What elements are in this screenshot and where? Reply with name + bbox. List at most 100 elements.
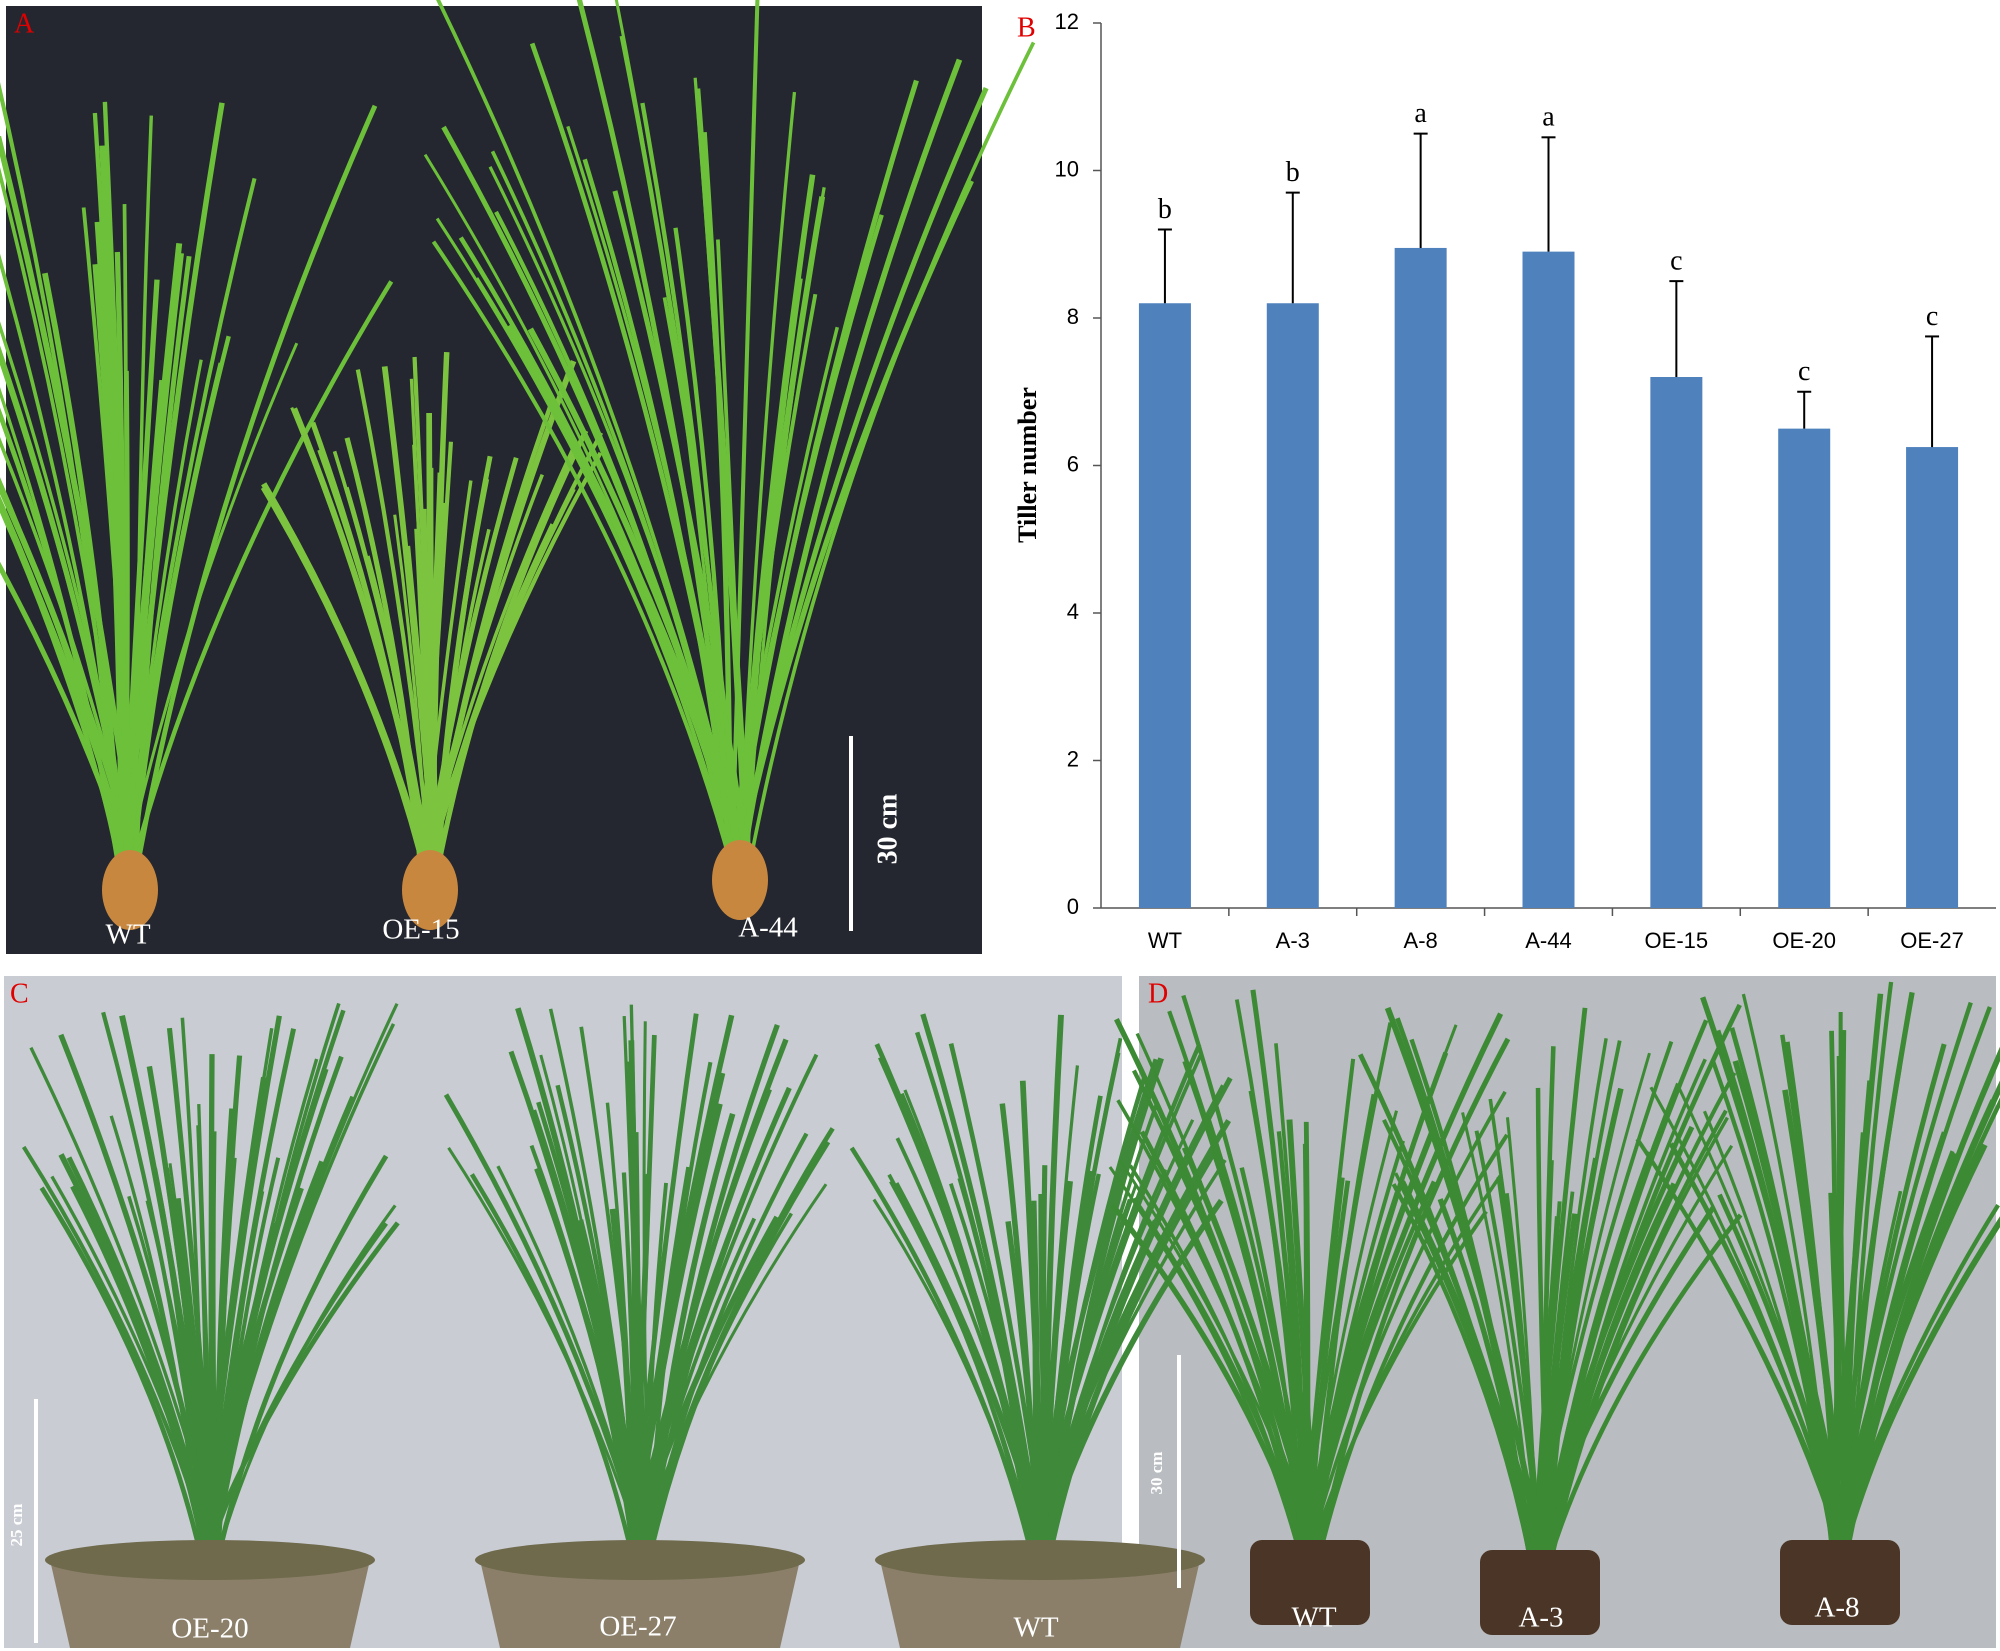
- leaf: [1276, 1131, 1305, 1561]
- leaf: [1839, 1046, 2000, 1561]
- significance-letter: b: [1286, 157, 1300, 188]
- leaf: [1306, 1210, 1488, 1561]
- leaf: [1531, 1007, 1588, 1571]
- scale-label: 30 cm: [872, 794, 903, 865]
- y-tick-label: 0: [1067, 894, 1079, 919]
- soil: [1780, 1540, 1900, 1625]
- plant-label: WT: [1291, 1602, 1336, 1634]
- leaf: [429, 431, 549, 881]
- bar: [1138, 303, 1191, 908]
- leaf: [1384, 1006, 1548, 1571]
- bar: [1394, 247, 1447, 908]
- leaf: [1668, 1142, 1849, 1561]
- leaf: [214, 1204, 397, 1561]
- significance-letter: a: [1542, 102, 1555, 133]
- leaf: [0, 82, 123, 881]
- bar: [1522, 251, 1575, 908]
- leaf: [1239, 1167, 1305, 1561]
- leaf: [123, 177, 257, 881]
- plant-label: WT: [105, 919, 150, 951]
- leaf: [1840, 1217, 2000, 1561]
- leaf: [579, 1026, 647, 1561]
- pot: [50, 1560, 370, 1648]
- plant-label: OE-20: [171, 1613, 248, 1645]
- leaf: [260, 485, 430, 881]
- plant-label: OE-27: [599, 1611, 676, 1643]
- roots: [712, 840, 768, 920]
- panel-letter: A: [14, 8, 35, 39]
- significance-letter: a: [1414, 98, 1427, 129]
- plant-label: OE-15: [382, 914, 459, 946]
- leaf: [121, 102, 225, 881]
- bar: [1906, 447, 1959, 908]
- leaf: [204, 1095, 354, 1561]
- pot: [480, 1560, 800, 1648]
- scale-label: 30 cm: [1147, 1452, 1166, 1495]
- panel-letter: C: [10, 978, 29, 1009]
- pot-rim: [875, 1540, 1205, 1580]
- leaf: [622, 1016, 645, 1561]
- leaf: [1316, 1133, 1509, 1561]
- leaf: [0, 407, 123, 881]
- leaf: [0, 503, 127, 881]
- leaf: [746, 41, 1036, 871]
- x-tick-label: A-3: [1276, 928, 1310, 953]
- significance-letter: c: [1926, 301, 1938, 332]
- leaf: [1286, 1119, 1320, 1561]
- leaf: [646, 1127, 835, 1561]
- leaf: [344, 437, 426, 881]
- leaf: [1831, 1097, 2000, 1561]
- leaf: [1835, 1043, 1947, 1561]
- leaf: [414, 528, 432, 881]
- leaf: [215, 1154, 389, 1561]
- leaf: [1394, 1172, 1542, 1571]
- y-tick-label: 4: [1067, 599, 1079, 624]
- leaf: [729, 0, 760, 871]
- pot: [880, 1560, 1200, 1648]
- y-tick-label: 12: [1055, 9, 1079, 34]
- leaf: [431, 240, 735, 871]
- panel-letter: B: [1017, 12, 1036, 43]
- bar: [1266, 303, 1319, 908]
- leaf: [1041, 1014, 1064, 1561]
- leaf: [1304, 1180, 1436, 1561]
- leaf: [92, 264, 134, 881]
- soil: [1480, 1550, 1600, 1635]
- leaf: [539, 1054, 634, 1561]
- leaf: [693, 77, 747, 871]
- y-tick-label: 6: [1067, 451, 1079, 476]
- leaf: [1401, 1180, 1550, 1571]
- plant-label: A-44: [738, 912, 798, 944]
- leaf: [1545, 1182, 1677, 1571]
- x-tick-label: OE-27: [1900, 928, 1964, 953]
- pot-rim: [45, 1540, 375, 1580]
- leaf: [1358, 1053, 1535, 1571]
- plant-label: A-3: [1518, 1602, 1563, 1634]
- significance-letter: c: [1798, 356, 1810, 387]
- leaf: [101, 1011, 210, 1561]
- leaf: [135, 115, 154, 881]
- leaf: [212, 1058, 319, 1561]
- leaf: [1248, 1090, 1314, 1561]
- leaf: [887, 1173, 1035, 1561]
- y-tick-label: 8: [1067, 304, 1079, 329]
- leaf: [1544, 1213, 1743, 1571]
- leaf: [920, 1013, 1045, 1561]
- leaf: [1710, 1059, 1838, 1561]
- panel-letter: D: [1148, 978, 1168, 1009]
- leaf: [627, 1215, 780, 1561]
- leaf: [630, 1086, 792, 1561]
- y-tick-label: 10: [1055, 156, 1079, 181]
- leaf: [1300, 1126, 1437, 1561]
- leaf: [1039, 1076, 1233, 1561]
- leaf: [1538, 1019, 1709, 1571]
- leaf: [119, 1014, 216, 1561]
- leaf: [332, 450, 434, 881]
- leaf: [201, 1015, 282, 1561]
- leaf: [508, 1050, 648, 1561]
- pot-rim: [475, 1540, 805, 1580]
- leaf: [735, 179, 974, 871]
- leaf: [1409, 1038, 1534, 1571]
